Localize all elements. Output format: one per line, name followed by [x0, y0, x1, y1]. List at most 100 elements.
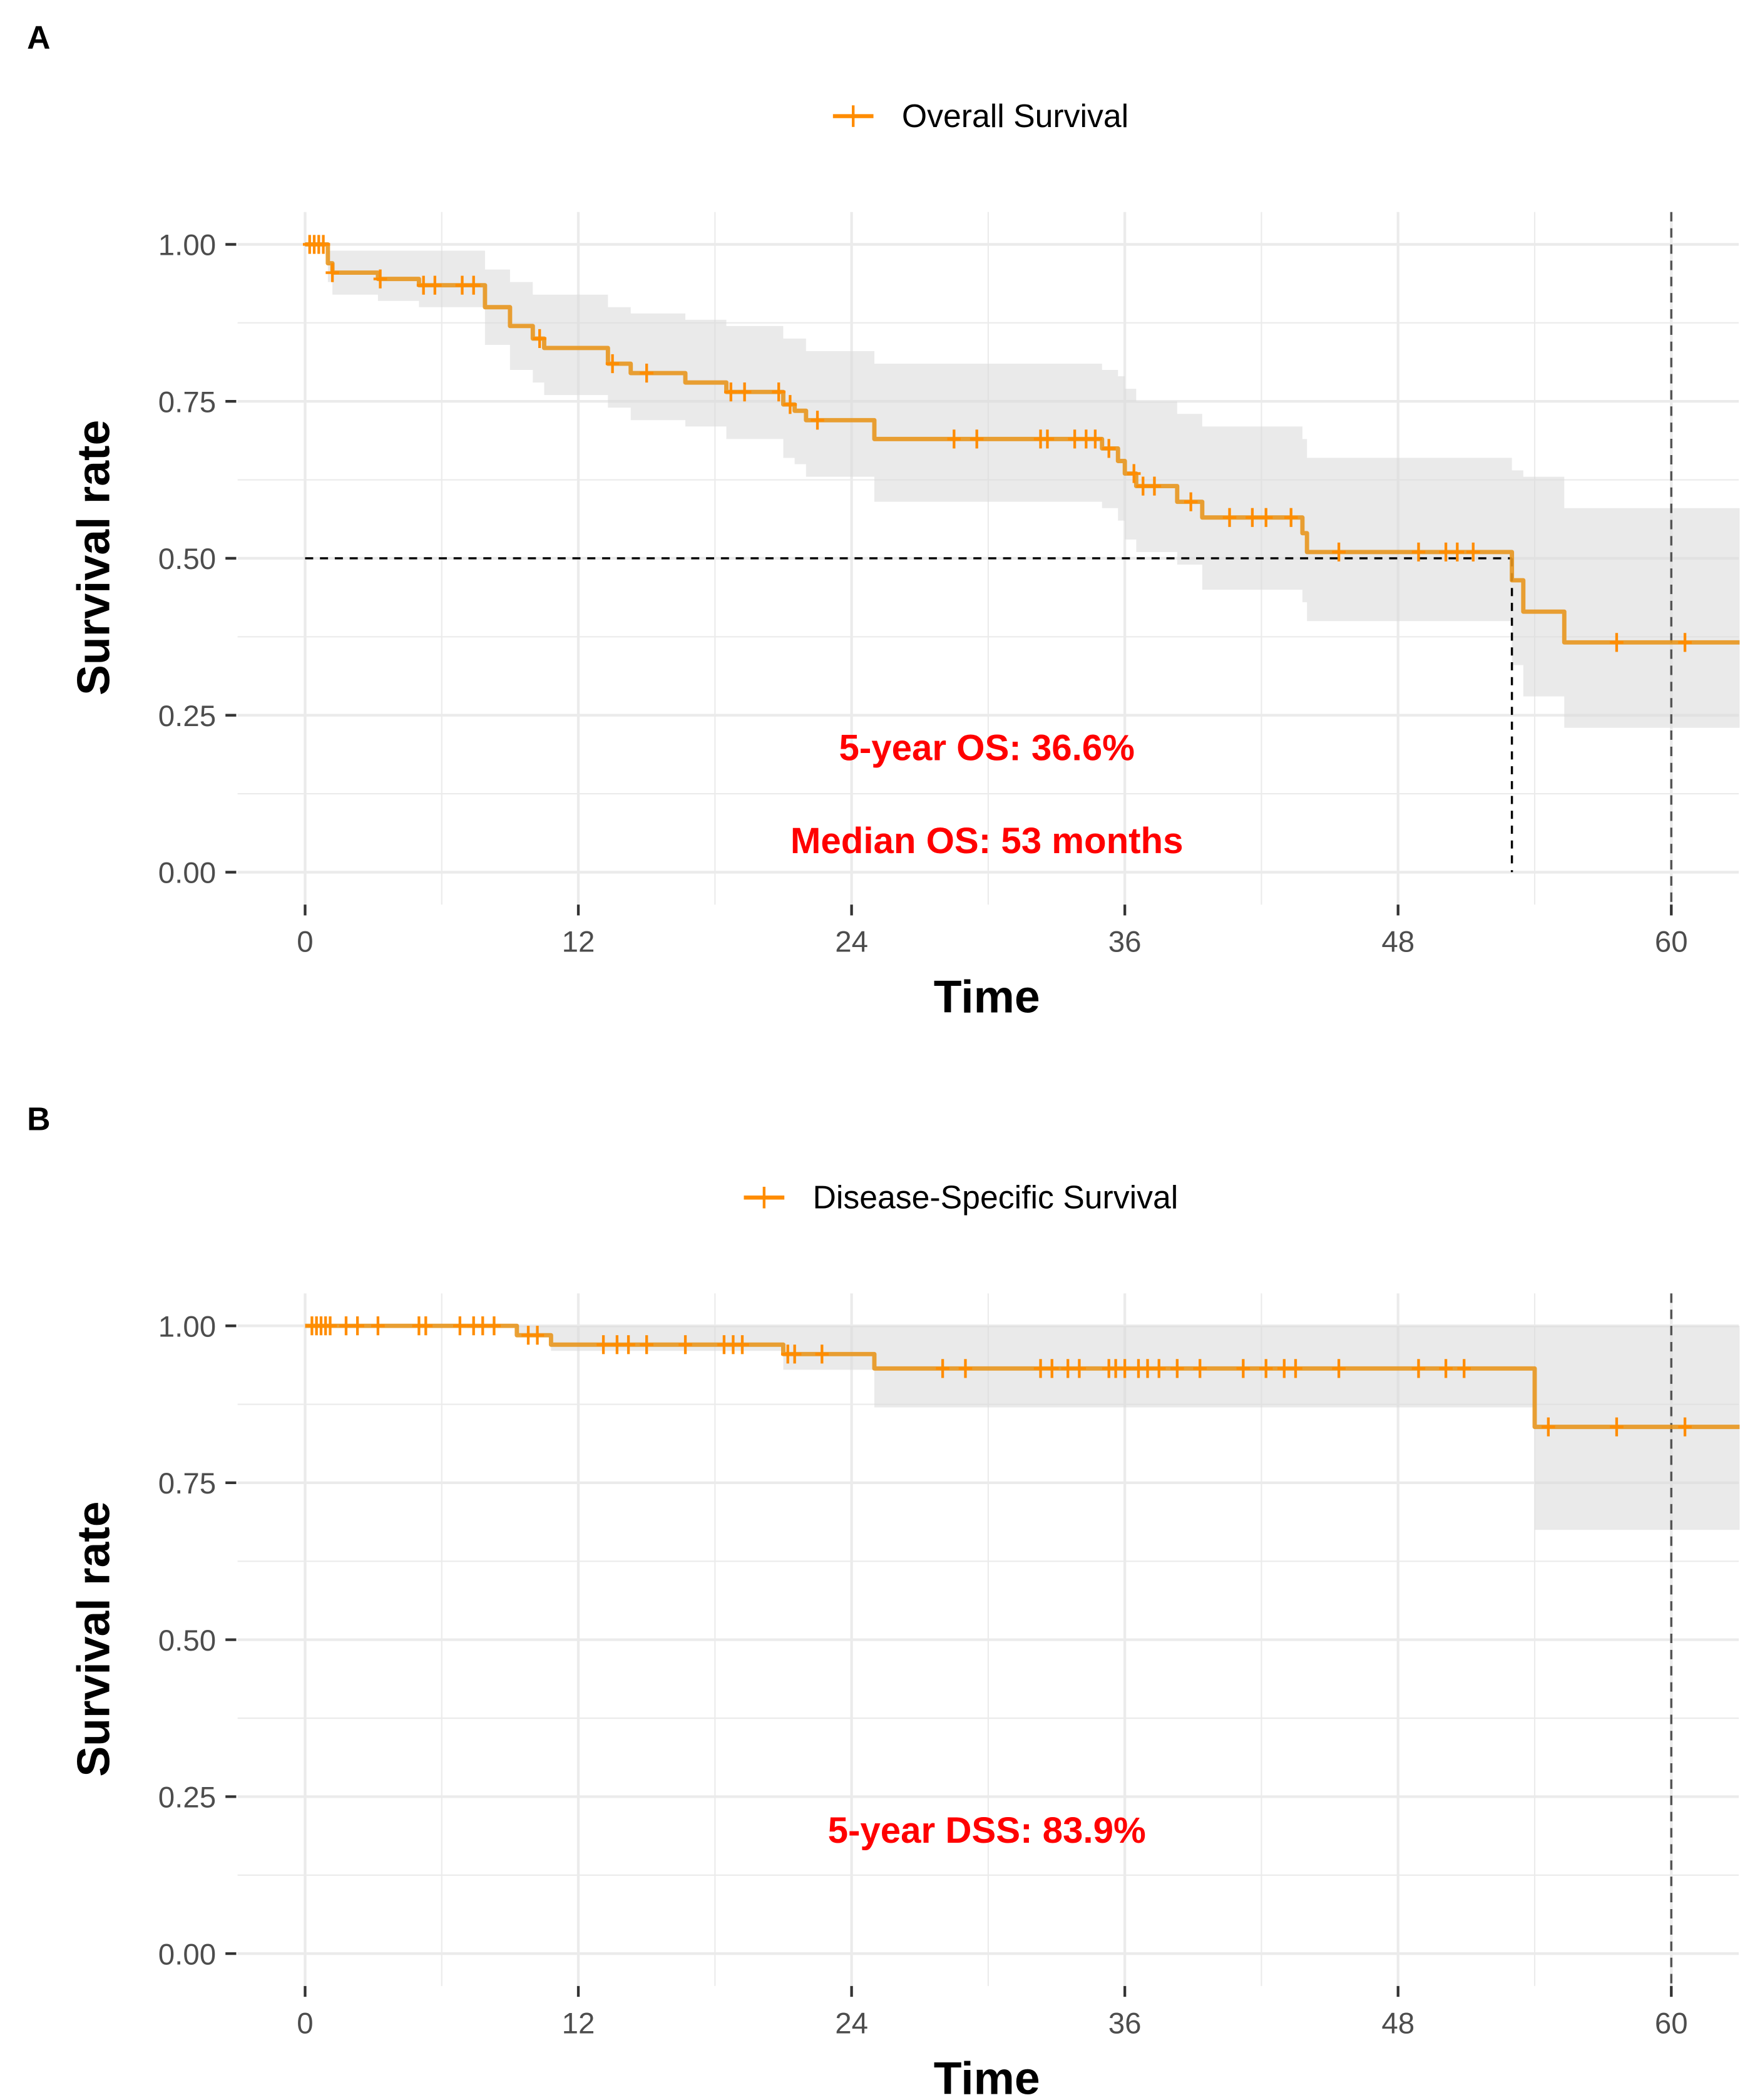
panel-b: B Disease-Specific Survival 0.00 0.25 0.50 0.…	[27, 1100, 1740, 2100]
censor-mark	[1542, 1417, 1555, 1437]
censor-mark	[1411, 1359, 1426, 1378]
censor-mark	[947, 429, 961, 449]
censor-mark	[1072, 1359, 1087, 1378]
censor-mark	[1140, 1359, 1155, 1378]
x-tick-label: 48	[1381, 2007, 1415, 2040]
censor-mark	[678, 1335, 692, 1355]
censor-mark	[455, 275, 469, 295]
censor-mark	[453, 1316, 467, 1336]
censor-mark	[1222, 508, 1237, 527]
x-tick-label: 12	[562, 2007, 595, 2040]
x-tick-label: 60	[1655, 926, 1688, 959]
annotation-text: Median OS: 53 months	[791, 821, 1184, 861]
confidence-band	[305, 1326, 1740, 1530]
censor-mark	[476, 1316, 490, 1336]
censor-mark	[371, 1316, 385, 1336]
censor-mark	[1127, 464, 1141, 483]
censor-mark	[970, 429, 984, 449]
censor-mark	[1033, 1359, 1048, 1378]
y-tick-label: 0.25	[158, 1781, 216, 1815]
censor-mark	[325, 263, 339, 282]
survival-curve	[305, 1323, 1740, 1430]
y-tick-label: 0.00	[158, 1938, 216, 1971]
censor-mark	[735, 1335, 749, 1355]
censor-mark	[1061, 1359, 1075, 1378]
censor-mark	[772, 382, 785, 402]
censor-mark	[1457, 1359, 1471, 1378]
censor-mark	[1678, 1417, 1692, 1437]
censor-mark	[1246, 508, 1259, 527]
y-tick-label: 1.00	[158, 229, 216, 262]
censor-mark	[428, 275, 442, 295]
censor-mark	[596, 1335, 610, 1355]
censor-mark	[811, 411, 824, 430]
censor-mark	[373, 269, 387, 289]
censor-mark	[1450, 542, 1465, 562]
annotation-text: 5-year DSS: 83.9%	[828, 1810, 1146, 1851]
panel-label: A	[27, 19, 50, 56]
y-axis-title: Survival rate	[68, 420, 120, 695]
x-tick-label: 60	[1655, 2007, 1688, 2040]
panel-label: B	[27, 1100, 50, 1137]
censor-mark	[1045, 1359, 1059, 1378]
censor-mark	[958, 1359, 973, 1378]
censor-mark	[466, 275, 481, 295]
y-tick-label: 0.25	[158, 700, 216, 733]
censor-mark	[936, 1359, 949, 1378]
censor-mark	[1411, 542, 1426, 562]
x-tick-label: 12	[562, 926, 595, 959]
censor-mark	[622, 1335, 635, 1355]
censor-mark	[339, 1316, 353, 1336]
censor-mark	[640, 1335, 653, 1355]
censor-mark	[737, 382, 752, 402]
censor-mark	[1136, 476, 1150, 496]
x-tick-label: 36	[1108, 926, 1142, 959]
censor-mark	[610, 1335, 624, 1355]
censor-mark	[316, 235, 330, 254]
censor-mark	[724, 382, 738, 402]
censor-mark	[533, 329, 546, 349]
panel-a: A Overall Survival 0.00 0.25 0.50 0.75 1.00 0 12…	[27, 19, 1740, 1023]
censor-mark	[1040, 429, 1055, 449]
y-tick-label: 0.00	[158, 857, 216, 890]
censor-mark	[1610, 633, 1624, 652]
censor-mark	[1088, 429, 1102, 449]
censor-mark	[1439, 1359, 1453, 1378]
censor-mark	[1259, 1359, 1273, 1378]
censor-mark	[530, 1326, 545, 1345]
censor-mark	[1284, 508, 1298, 527]
censor-mark	[783, 395, 797, 414]
y-tick-label: 0.50	[158, 543, 216, 576]
censor-mark	[1678, 633, 1692, 652]
censor-mark	[1466, 542, 1480, 562]
censor-mark	[1152, 1359, 1166, 1378]
x-tick-label: 24	[835, 2007, 868, 2040]
x-tick-label: 48	[1381, 926, 1415, 959]
annotation-text: 5-year OS: 36.6%	[839, 727, 1135, 768]
y-tick-label: 1.00	[158, 1310, 216, 1343]
x-axis-title: Time	[934, 971, 1040, 1023]
x-tick-label: 0	[297, 2007, 313, 2040]
y-axis-title: Survival rate	[68, 1501, 120, 1776]
censor-mark	[1332, 1359, 1346, 1378]
x-tick-label: 36	[1108, 2007, 1142, 2040]
censor-mark	[419, 1316, 433, 1336]
x-axis-title: Time	[934, 2052, 1040, 2100]
censor-mark	[787, 1345, 802, 1364]
censor-mark	[487, 1316, 501, 1336]
censor-mark	[640, 363, 653, 383]
censor-mark	[1102, 439, 1116, 458]
y-tick-label: 0.50	[158, 1624, 216, 1657]
legend-label: Overall Survival	[902, 98, 1128, 134]
censor-mark	[350, 1316, 364, 1336]
y-tick-label: 0.75	[158, 386, 216, 419]
censor-mark	[815, 1345, 829, 1364]
censor-mark	[1193, 1359, 1207, 1378]
censor-mark	[1170, 1359, 1184, 1378]
censor-mark	[1068, 429, 1082, 449]
censor-mark	[1439, 542, 1453, 562]
x-tick-label: 24	[835, 926, 868, 959]
censor-mark	[1147, 476, 1162, 496]
censor-mark	[323, 1316, 337, 1336]
